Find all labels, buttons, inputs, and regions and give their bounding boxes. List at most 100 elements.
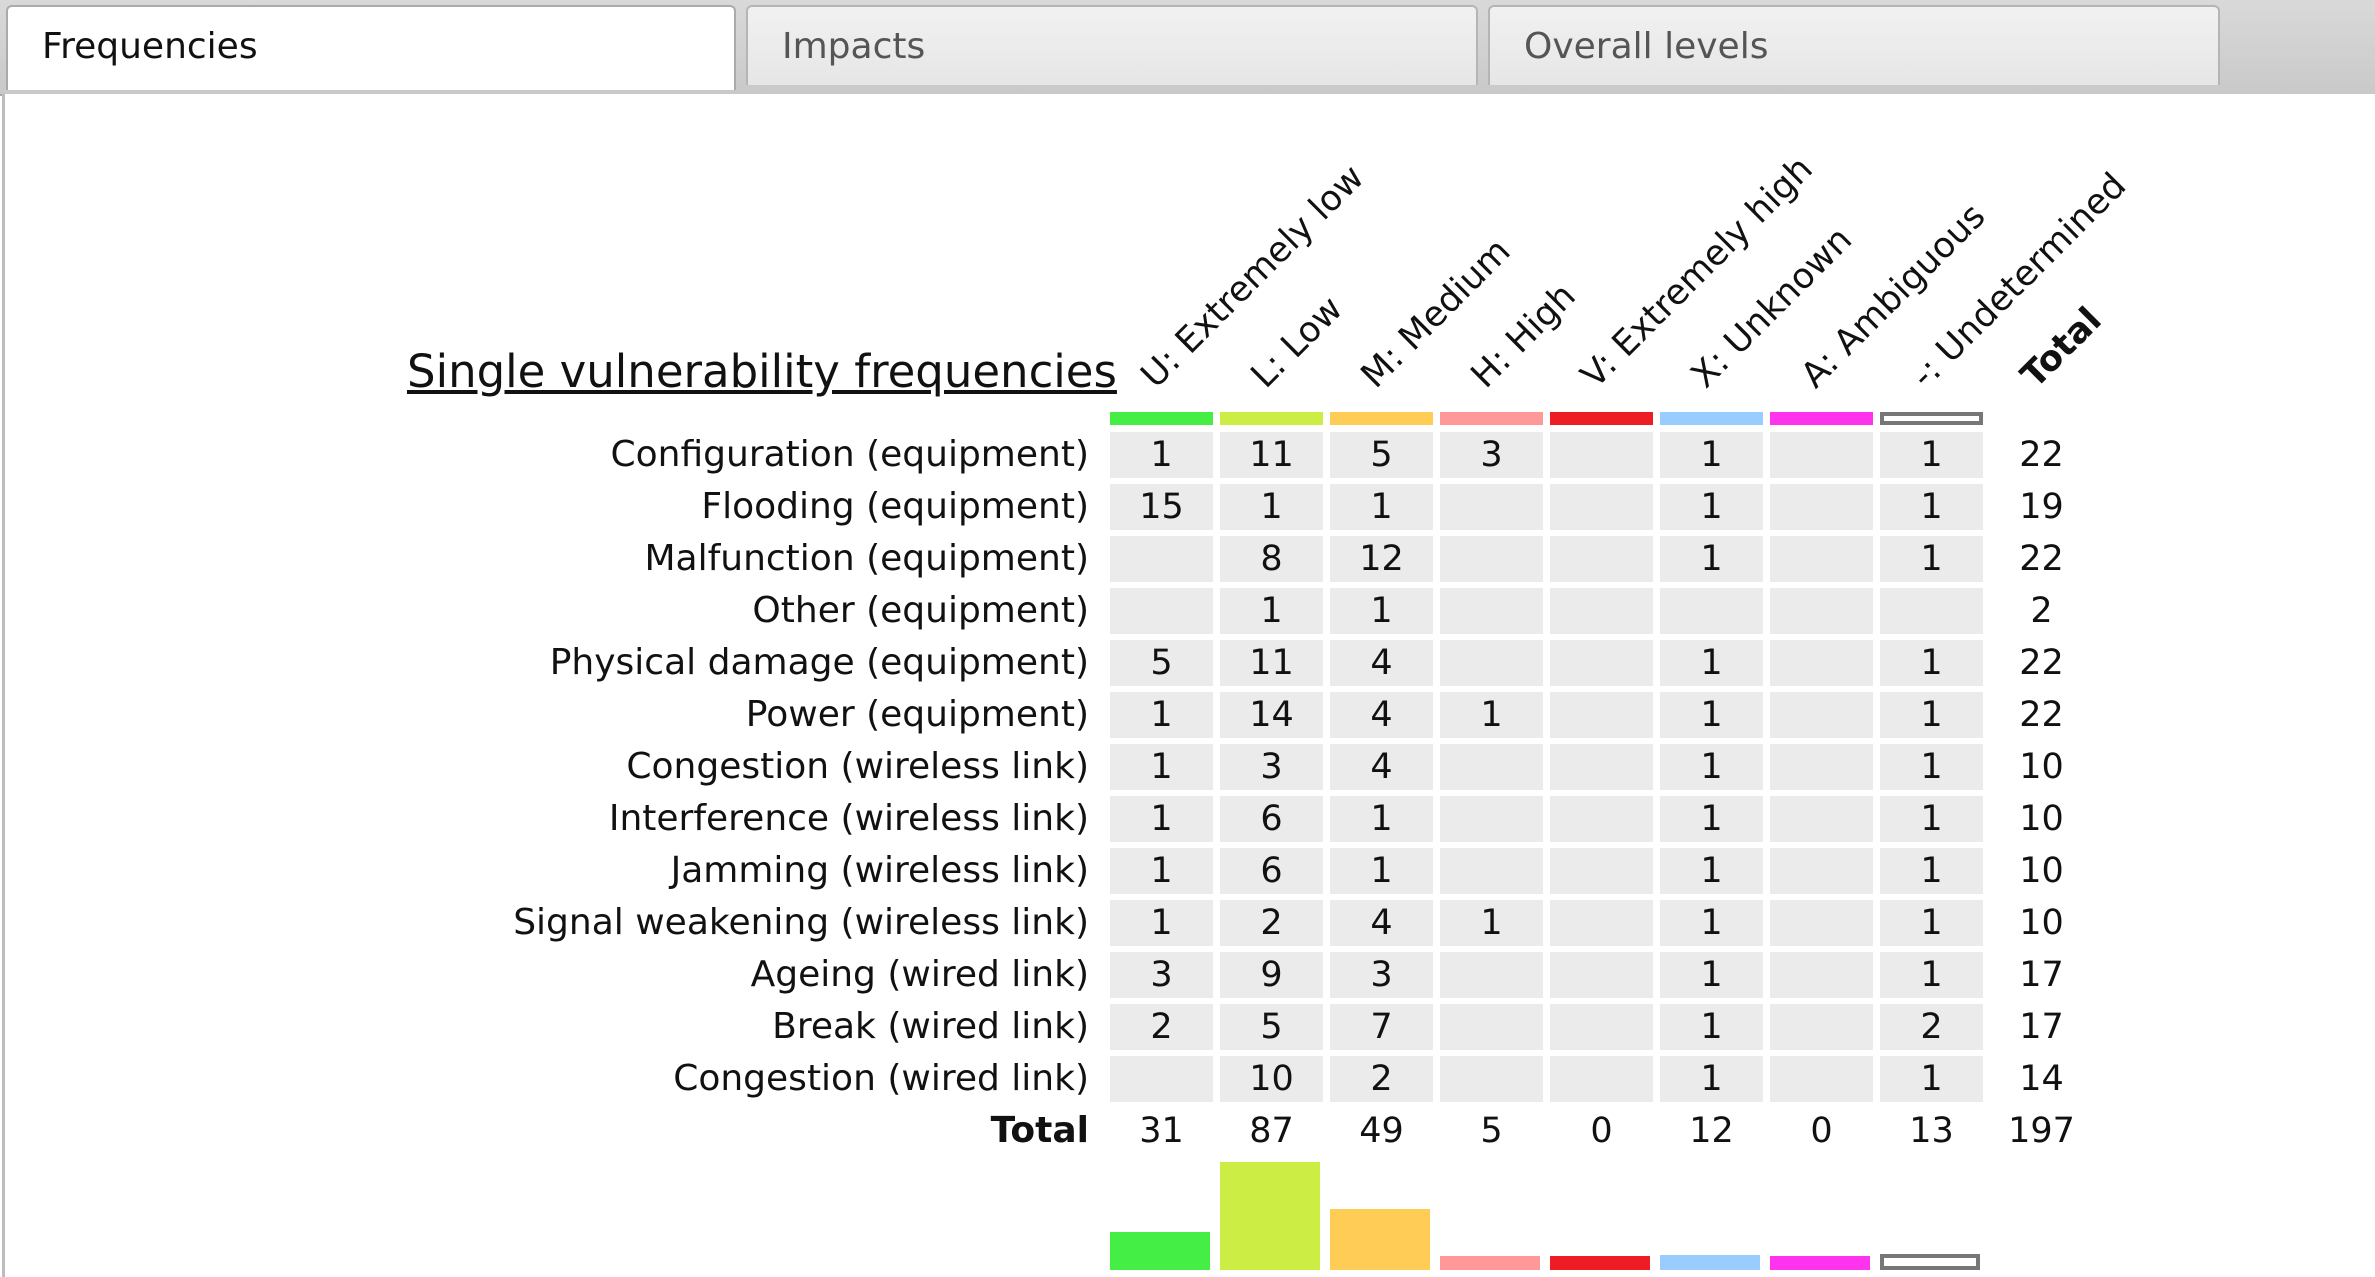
table-cell <box>1770 692 1873 738</box>
table-cell <box>1770 1004 1873 1050</box>
table-cell: 1 <box>1660 796 1763 842</box>
tab-bar: Frequencies Impacts Overall levels <box>0 0 2375 96</box>
table-cell <box>1110 588 1213 634</box>
column-color-swatch-6 <box>1770 412 1873 425</box>
table-cell: 1 <box>1330 588 1433 634</box>
table-cell: 1 <box>1660 640 1763 686</box>
distribution-bar <box>1770 1256 1870 1270</box>
table-cell <box>1110 536 1213 582</box>
table-cell: 1 <box>1110 432 1213 478</box>
row-label: Configuration (equipment) <box>610 434 1090 475</box>
row-total: 14 <box>2019 1059 2064 1099</box>
table-cell: 1 <box>1880 1056 1983 1102</box>
row-label: Power (equipment) <box>745 694 1089 735</box>
table-cell: 8 <box>1220 536 1323 582</box>
column-total: 49 <box>1359 1111 1404 1151</box>
table-cell: 1 <box>1660 1004 1763 1050</box>
table-cell: 1 <box>1220 484 1323 530</box>
grand-total: 197 <box>2008 1111 2075 1151</box>
table-cell: 1 <box>1660 1056 1763 1102</box>
tab-impacts[interactable]: Impacts <box>746 5 1478 85</box>
row-label: Congestion (wireless link) <box>626 746 1089 787</box>
table-cell: 1 <box>1880 744 1983 790</box>
table-cell <box>1770 848 1873 894</box>
row-total: 17 <box>2019 1007 2064 1047</box>
column-color-swatch-5 <box>1660 412 1763 425</box>
row-total: 10 <box>2019 851 2064 891</box>
distribution-bar <box>1220 1162 1320 1270</box>
table-cell <box>1550 796 1653 842</box>
tab-overall-levels[interactable]: Overall levels <box>1488 5 2220 85</box>
row-label: Ageing (wired link) <box>750 954 1089 995</box>
row-label: Signal weakening (wireless link) <box>513 902 1089 943</box>
row-total: 17 <box>2019 955 2064 995</box>
table-cell: 1 <box>1660 952 1763 998</box>
table-cell: 1 <box>1110 692 1213 738</box>
table-cell <box>1110 1056 1213 1102</box>
table-cell <box>1440 952 1543 998</box>
table-cell <box>1550 484 1653 530</box>
table-cell: 10 <box>1220 1056 1323 1102</box>
table-cell <box>1770 744 1873 790</box>
table-cell <box>1550 692 1653 738</box>
table-cell: 1 <box>1110 796 1213 842</box>
table-cell: 7 <box>1330 1004 1433 1050</box>
row-label: Jamming (wireless link) <box>670 850 1089 891</box>
table-cell <box>1770 796 1873 842</box>
table-cell <box>1880 588 1983 634</box>
table-cell: 1 <box>1880 432 1983 478</box>
table-cell: 4 <box>1330 692 1433 738</box>
table-cell: 1 <box>1110 848 1213 894</box>
column-total: 0 <box>1810 1111 1833 1151</box>
table-cell: 3 <box>1440 432 1543 478</box>
distribution-bar <box>1330 1209 1430 1270</box>
table-cell <box>1770 640 1873 686</box>
table-cell <box>1440 640 1543 686</box>
table-cell <box>1440 796 1543 842</box>
table-cell: 2 <box>1220 900 1323 946</box>
table-cell <box>1440 1056 1543 1102</box>
row-total: 2 <box>2030 591 2053 631</box>
row-total: 22 <box>2019 539 2064 579</box>
distribution-bar <box>1660 1255 1760 1270</box>
table-cell: 1 <box>1880 536 1983 582</box>
table-cell <box>1770 1056 1873 1102</box>
distribution-bar <box>1110 1232 1210 1270</box>
table-cell: 4 <box>1330 900 1433 946</box>
column-total: 12 <box>1689 1111 1734 1151</box>
distribution-bar <box>1880 1254 1980 1270</box>
table-cell: 2 <box>1330 1056 1433 1102</box>
table-cell: 11 <box>1220 640 1323 686</box>
distribution-bar <box>1440 1256 1540 1270</box>
table-cell: 1 <box>1110 744 1213 790</box>
row-label: Physical damage (equipment) <box>549 642 1089 683</box>
table-cell: 2 <box>1110 1004 1213 1050</box>
table-cell <box>1550 536 1653 582</box>
table-cell: 1 <box>1660 900 1763 946</box>
table-cell <box>1550 900 1653 946</box>
table-cell: 1 <box>1330 848 1433 894</box>
column-total: 87 <box>1249 1111 1294 1151</box>
table-cell: 5 <box>1330 432 1433 478</box>
row-total: 19 <box>2019 487 2064 527</box>
table-cell: 1 <box>1660 744 1763 790</box>
table-cell: 2 <box>1880 1004 1983 1050</box>
tab-frequencies[interactable]: Frequencies <box>6 5 736 90</box>
column-color-swatch-1 <box>1220 412 1323 425</box>
table-cell <box>1440 1004 1543 1050</box>
table-cell: 1 <box>1880 952 1983 998</box>
column-color-swatch-2 <box>1330 412 1433 425</box>
table-cell: 5 <box>1110 640 1213 686</box>
row-total: 10 <box>2019 799 2064 839</box>
table-cell <box>1770 432 1873 478</box>
row-label: Flooding (equipment) <box>701 486 1089 527</box>
table-cell <box>1550 432 1653 478</box>
table-cell: 1 <box>1440 900 1543 946</box>
distribution-bar <box>1550 1256 1650 1270</box>
table-cell: 1 <box>1660 692 1763 738</box>
table-cell: 14 <box>1220 692 1323 738</box>
table-cell <box>1660 588 1763 634</box>
table-cell <box>1770 952 1873 998</box>
row-total: 22 <box>2019 643 2064 683</box>
table-cell: 15 <box>1110 484 1213 530</box>
